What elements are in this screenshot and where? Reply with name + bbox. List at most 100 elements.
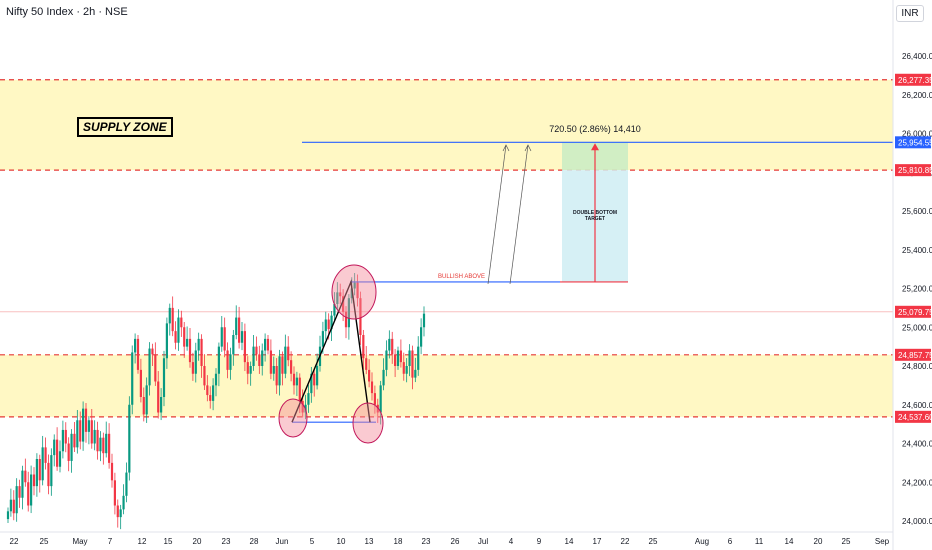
candle-36[interactable] [110,462,114,481]
candle-88[interactable] [261,350,264,367]
candle-16[interactable] [53,439,56,456]
candle-29[interactable] [90,420,93,444]
candle-51[interactable] [154,354,157,382]
candle-123[interactable] [362,335,365,359]
candle-77[interactable] [229,354,232,370]
candle-14[interactable] [47,462,50,487]
candle-74[interactable] [220,327,223,347]
candle-101[interactable] [298,377,301,401]
candle-71[interactable] [212,385,215,401]
candle-87[interactable] [258,354,261,366]
candle-90[interactable] [266,338,270,351]
candle-143[interactable] [420,327,423,347]
candle-104[interactable] [307,393,310,405]
candle-42[interactable] [128,404,131,473]
candle-68[interactable] [203,366,206,386]
candle-67[interactable] [200,338,203,366]
candle-33[interactable] [102,437,105,454]
candle-112[interactable] [330,315,333,330]
candle-72[interactable] [214,373,218,386]
candle-18[interactable] [58,451,62,467]
candle-4[interactable] [18,486,21,498]
candle-141[interactable] [414,369,417,378]
candle-64[interactable] [191,362,194,374]
candle-125[interactable] [368,369,371,382]
candle-50[interactable] [151,348,154,355]
candle-44[interactable] [134,338,137,353]
candle-37[interactable] [113,480,116,506]
candle-60[interactable] [180,317,183,328]
candle-65[interactable] [194,350,197,374]
candle-110[interactable] [324,319,327,332]
candle-49[interactable] [148,348,151,386]
candle-76[interactable] [226,350,229,370]
candle-53[interactable] [160,397,163,413]
candle-57[interactable] [171,307,174,332]
candle-26[interactable] [82,408,85,442]
candle-102[interactable] [301,400,304,413]
candle-134[interactable] [394,354,397,366]
candle-19[interactable] [61,429,64,452]
candle-131[interactable] [385,350,388,370]
candle-119[interactable] [350,288,353,299]
candle-89[interactable] [264,338,267,351]
candle-92[interactable] [272,366,275,374]
candle-99[interactable] [292,373,296,386]
candle-106[interactable] [313,373,316,386]
candle-54[interactable] [162,358,166,397]
candle-24[interactable] [76,420,79,448]
candle-41[interactable] [125,472,128,496]
candle-118[interactable] [347,298,350,328]
candle-115[interactable] [339,292,342,297]
candle-113[interactable] [333,304,336,316]
candle-98[interactable] [290,360,293,374]
candle-136[interactable] [399,350,402,363]
candle-58[interactable] [174,331,177,343]
candle-82[interactable] [243,331,246,363]
candle-8[interactable] [30,474,33,506]
candle-135[interactable] [396,350,400,367]
candle-73[interactable] [217,346,220,374]
candle-129[interactable] [379,385,382,413]
candle-91[interactable] [269,350,272,374]
candle-10[interactable] [35,459,38,487]
candle-83[interactable] [246,362,249,374]
candle-81[interactable] [240,331,244,343]
candle-144[interactable] [422,313,426,328]
candle-3[interactable] [15,486,18,514]
candle-70[interactable] [209,395,212,401]
candle-6[interactable] [24,470,27,483]
candle-130[interactable] [382,369,385,386]
candle-45[interactable] [136,338,140,370]
candle-133[interactable] [391,338,394,355]
candle-31[interactable] [96,429,99,452]
candle-84[interactable] [249,366,252,374]
candle-46[interactable] [139,369,142,397]
candle-23[interactable] [73,433,76,448]
candle-78[interactable] [232,335,235,355]
candle-126[interactable] [370,381,374,394]
candle-40[interactable] [122,495,125,510]
candle-48[interactable] [145,385,148,415]
candle-28[interactable] [87,420,90,432]
symbol-title[interactable]: Nifty 50 Index · 2h · NSE [6,6,128,18]
candle-15[interactable] [50,455,53,487]
candle-62[interactable] [186,338,189,347]
candle-93[interactable] [275,366,278,386]
candle-11[interactable] [38,459,41,481]
candle-66[interactable] [197,338,200,351]
candle-2[interactable] [12,499,15,514]
candle-96[interactable] [284,346,287,374]
candle-52[interactable] [157,381,160,413]
candle-137[interactable] [402,362,405,374]
candle-34[interactable] [105,433,108,454]
candle-107[interactable] [316,366,319,386]
candle-100[interactable] [295,377,298,386]
candle-39[interactable] [119,509,122,518]
candle-114[interactable] [336,292,339,304]
candle-79[interactable] [235,317,238,335]
candle-127[interactable] [373,393,376,405]
candle-94[interactable] [278,356,281,386]
candle-116[interactable] [342,296,345,312]
candle-55[interactable] [165,323,168,359]
